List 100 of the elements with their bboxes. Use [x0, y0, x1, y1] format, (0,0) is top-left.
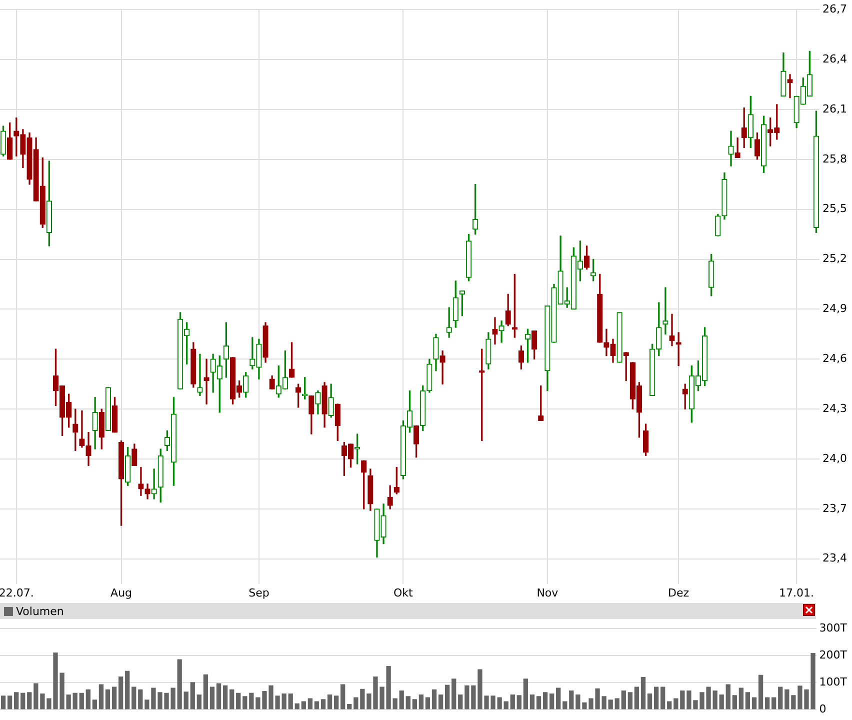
bar [464, 685, 470, 710]
candlestick [492, 317, 498, 344]
bar [138, 689, 143, 710]
x-tick-label: 22.07. [0, 586, 34, 600]
y-tick-label: 24,0 [822, 452, 848, 465]
bar [536, 696, 542, 710]
bar [660, 686, 666, 710]
x-tick-label: Aug [110, 586, 132, 600]
bar [177, 659, 182, 710]
bar [72, 692, 78, 710]
y-tick-label: 26,7 [822, 2, 848, 16]
candlestick [440, 350, 446, 384]
bar [216, 683, 222, 710]
bar [504, 701, 508, 710]
bar [425, 697, 430, 710]
y-tick-label: 24,6 [822, 352, 848, 365]
bar [301, 701, 306, 710]
y-tick-label: 300T [819, 621, 848, 634]
bar [320, 699, 326, 710]
candlestick [197, 354, 203, 396]
bar [236, 692, 241, 710]
bar [105, 689, 110, 710]
bar [614, 698, 620, 710]
bar [680, 690, 685, 710]
bar [14, 692, 19, 710]
bar [34, 683, 38, 710]
bar [542, 692, 548, 710]
bar [438, 694, 444, 710]
bar [98, 684, 104, 710]
bar [432, 689, 437, 710]
bar [647, 693, 652, 710]
bar [79, 692, 84, 710]
bar [132, 686, 136, 710]
x-tick-label: Okt [394, 586, 414, 600]
bar [752, 697, 757, 710]
candlestick [498, 320, 504, 343]
bar [412, 699, 418, 710]
x-tick-label: Dez [668, 586, 690, 600]
candlestick [728, 130, 734, 166]
bar [196, 694, 202, 710]
legend-label: Volumen [16, 604, 64, 618]
bar [86, 689, 90, 710]
bar [738, 688, 744, 710]
bar [406, 696, 410, 710]
bar [726, 684, 730, 710]
bar [334, 696, 339, 710]
bar [118, 676, 124, 710]
bar [327, 694, 332, 710]
bar [314, 701, 320, 710]
bar [308, 698, 313, 710]
bar [654, 686, 659, 710]
bar [745, 692, 750, 710]
bar [640, 677, 646, 710]
bar [556, 688, 561, 710]
bar [184, 692, 188, 710]
y-tick-label: 100T [819, 675, 848, 688]
bar [399, 690, 404, 710]
y-tick-label: 24,9 [822, 302, 848, 316]
y-tick-label: 200T [819, 648, 848, 662]
bar [634, 686, 640, 710]
bar [719, 694, 724, 710]
bar [7, 696, 12, 710]
bar [347, 704, 352, 710]
bar [222, 685, 228, 710]
y-tick-label: 0 [819, 702, 826, 716]
x-tick-label: Sep [248, 586, 270, 600]
candlestick [669, 314, 675, 346]
y-tick-label: 26,4 [822, 52, 848, 66]
y-tick-label: 24,3 [822, 402, 848, 415]
x-tick-label: Nov [536, 586, 559, 600]
bar [764, 697, 770, 710]
y-tick-label: 23,4 [822, 552, 848, 565]
bar [294, 703, 300, 710]
bar [340, 684, 346, 710]
bar [210, 686, 215, 710]
bar [516, 695, 522, 710]
bar [784, 689, 790, 710]
bar [549, 693, 554, 710]
bar [418, 694, 424, 710]
bar [190, 682, 195, 710]
bar [510, 694, 515, 710]
y-tick-label: 25,2 [822, 252, 848, 266]
bar [778, 686, 783, 710]
bar [112, 686, 117, 710]
bar [674, 698, 678, 710]
bar [458, 694, 463, 710]
bar [530, 694, 535, 710]
y-tick-label: 25,8 [822, 152, 848, 166]
y-tick-label: 23,7 [822, 502, 848, 515]
y-tick-label: 25,5 [822, 202, 848, 216]
bar [392, 698, 398, 710]
bar [20, 692, 26, 710]
bar [125, 670, 130, 710]
bar [27, 692, 32, 710]
bar [758, 674, 764, 710]
bar [452, 678, 456, 710]
y-tick-label: 26,1 [822, 102, 848, 116]
bar [621, 690, 626, 710]
bar [772, 697, 776, 710]
bar [667, 701, 672, 710]
